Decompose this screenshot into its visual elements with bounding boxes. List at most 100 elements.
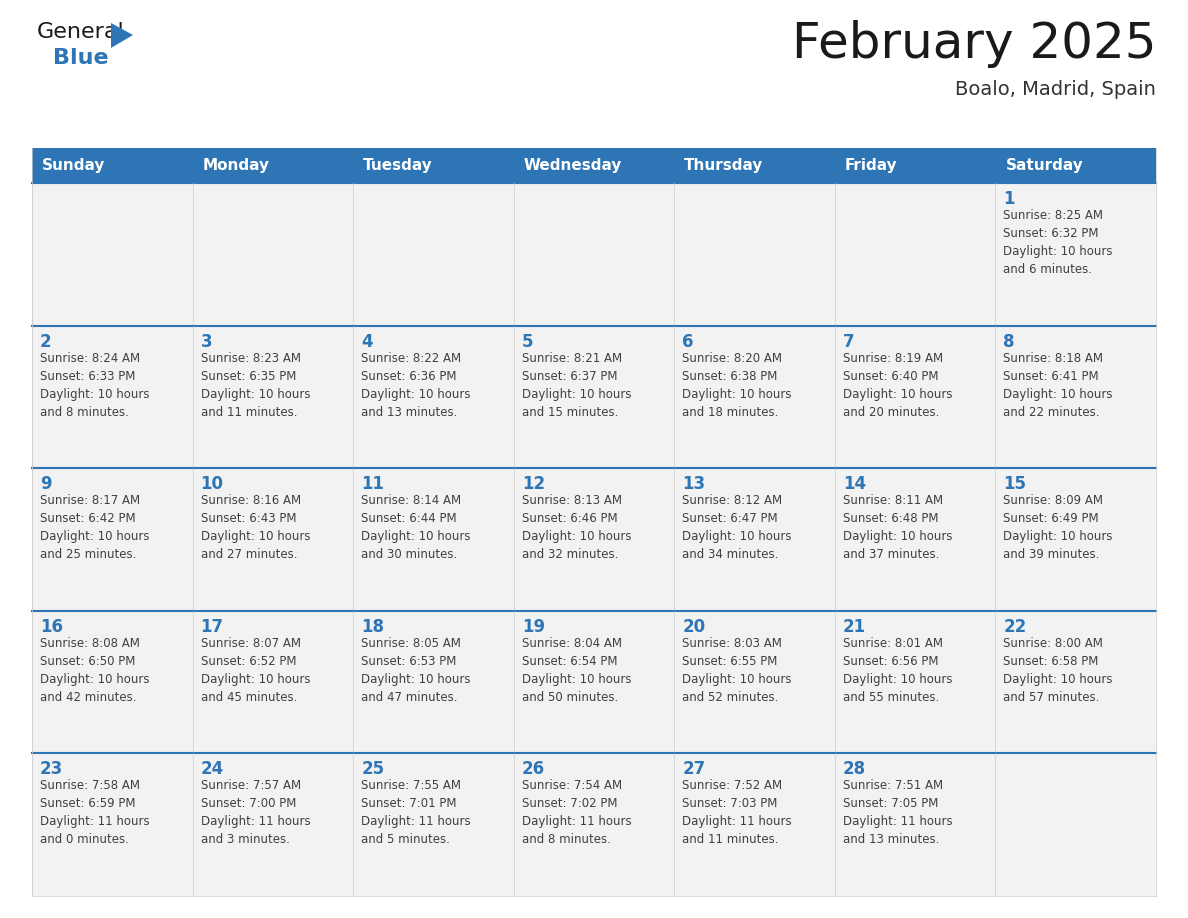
Bar <box>513 148 675 183</box>
Text: General: General <box>37 22 125 42</box>
Bar <box>353 326 513 468</box>
Text: Sunrise: 7:51 AM
Sunset: 7:05 PM
Daylight: 11 hours
and 13 minutes.: Sunrise: 7:51 AM Sunset: 7:05 PM Dayligh… <box>842 779 953 846</box>
Text: Monday: Monday <box>203 158 270 173</box>
Text: 16: 16 <box>40 618 63 636</box>
Bar <box>513 610 675 754</box>
Text: 10: 10 <box>201 476 223 493</box>
Bar <box>675 148 835 183</box>
Bar <box>835 183 996 326</box>
Bar <box>996 468 1156 610</box>
Bar <box>192 610 353 754</box>
Bar <box>32 610 192 754</box>
Text: 5: 5 <box>522 332 533 351</box>
Text: 1: 1 <box>1004 190 1015 208</box>
Bar <box>513 326 675 468</box>
Bar <box>996 183 1156 326</box>
Bar <box>32 468 192 610</box>
Bar <box>675 326 835 468</box>
Text: Sunrise: 8:13 AM
Sunset: 6:46 PM
Daylight: 10 hours
and 32 minutes.: Sunrise: 8:13 AM Sunset: 6:46 PM Dayligh… <box>522 494 631 561</box>
Text: Sunrise: 8:17 AM
Sunset: 6:42 PM
Daylight: 10 hours
and 25 minutes.: Sunrise: 8:17 AM Sunset: 6:42 PM Dayligh… <box>40 494 150 561</box>
Text: Sunday: Sunday <box>42 158 106 173</box>
Text: Sunrise: 8:25 AM
Sunset: 6:32 PM
Daylight: 10 hours
and 6 minutes.: Sunrise: 8:25 AM Sunset: 6:32 PM Dayligh… <box>1004 209 1113 276</box>
Text: Wednesday: Wednesday <box>524 158 623 173</box>
Text: 6: 6 <box>682 332 694 351</box>
Text: 4: 4 <box>361 332 373 351</box>
Bar <box>353 468 513 610</box>
Bar <box>353 148 513 183</box>
Text: 2: 2 <box>40 332 51 351</box>
Bar <box>32 183 192 326</box>
Text: Sunrise: 7:58 AM
Sunset: 6:59 PM
Daylight: 11 hours
and 0 minutes.: Sunrise: 7:58 AM Sunset: 6:59 PM Dayligh… <box>40 779 150 846</box>
Text: Sunrise: 8:05 AM
Sunset: 6:53 PM
Daylight: 10 hours
and 47 minutes.: Sunrise: 8:05 AM Sunset: 6:53 PM Dayligh… <box>361 637 470 704</box>
Bar <box>192 148 353 183</box>
Bar <box>513 754 675 896</box>
Text: 3: 3 <box>201 332 213 351</box>
Text: Sunrise: 8:07 AM
Sunset: 6:52 PM
Daylight: 10 hours
and 45 minutes.: Sunrise: 8:07 AM Sunset: 6:52 PM Dayligh… <box>201 637 310 704</box>
Text: 26: 26 <box>522 760 545 778</box>
Text: Boalo, Madrid, Spain: Boalo, Madrid, Spain <box>955 80 1156 99</box>
Text: 19: 19 <box>522 618 545 636</box>
Text: Friday: Friday <box>845 158 897 173</box>
Text: Saturday: Saturday <box>1005 158 1083 173</box>
Text: Sunrise: 8:21 AM
Sunset: 6:37 PM
Daylight: 10 hours
and 15 minutes.: Sunrise: 8:21 AM Sunset: 6:37 PM Dayligh… <box>522 352 631 419</box>
Bar <box>675 183 835 326</box>
Bar <box>192 183 353 326</box>
Bar <box>353 183 513 326</box>
Bar <box>32 326 192 468</box>
Text: 14: 14 <box>842 476 866 493</box>
Text: Sunrise: 8:23 AM
Sunset: 6:35 PM
Daylight: 10 hours
and 11 minutes.: Sunrise: 8:23 AM Sunset: 6:35 PM Dayligh… <box>201 352 310 419</box>
Text: 18: 18 <box>361 618 384 636</box>
Text: Sunrise: 8:08 AM
Sunset: 6:50 PM
Daylight: 10 hours
and 42 minutes.: Sunrise: 8:08 AM Sunset: 6:50 PM Dayligh… <box>40 637 150 704</box>
Text: Tuesday: Tuesday <box>364 158 432 173</box>
Text: 17: 17 <box>201 618 223 636</box>
Text: 23: 23 <box>40 760 63 778</box>
Text: Sunrise: 8:12 AM
Sunset: 6:47 PM
Daylight: 10 hours
and 34 minutes.: Sunrise: 8:12 AM Sunset: 6:47 PM Dayligh… <box>682 494 791 561</box>
Text: 7: 7 <box>842 332 854 351</box>
Text: 9: 9 <box>40 476 51 493</box>
Text: Sunrise: 8:16 AM
Sunset: 6:43 PM
Daylight: 10 hours
and 27 minutes.: Sunrise: 8:16 AM Sunset: 6:43 PM Dayligh… <box>201 494 310 561</box>
Bar <box>835 148 996 183</box>
Bar <box>675 610 835 754</box>
Text: 25: 25 <box>361 760 384 778</box>
Bar <box>996 754 1156 896</box>
Text: Sunrise: 8:09 AM
Sunset: 6:49 PM
Daylight: 10 hours
and 39 minutes.: Sunrise: 8:09 AM Sunset: 6:49 PM Dayligh… <box>1004 494 1113 561</box>
Text: Sunrise: 8:04 AM
Sunset: 6:54 PM
Daylight: 10 hours
and 50 minutes.: Sunrise: 8:04 AM Sunset: 6:54 PM Dayligh… <box>522 637 631 704</box>
Text: Thursday: Thursday <box>684 158 764 173</box>
Text: 20: 20 <box>682 618 706 636</box>
Bar <box>513 183 675 326</box>
Text: Sunrise: 7:52 AM
Sunset: 7:03 PM
Daylight: 11 hours
and 11 minutes.: Sunrise: 7:52 AM Sunset: 7:03 PM Dayligh… <box>682 779 792 846</box>
Text: Sunrise: 7:57 AM
Sunset: 7:00 PM
Daylight: 11 hours
and 3 minutes.: Sunrise: 7:57 AM Sunset: 7:00 PM Dayligh… <box>201 779 310 846</box>
Bar <box>996 148 1156 183</box>
Text: 24: 24 <box>201 760 223 778</box>
Bar <box>835 326 996 468</box>
Text: 22: 22 <box>1004 618 1026 636</box>
Bar <box>835 754 996 896</box>
Bar <box>32 148 192 183</box>
Bar <box>835 610 996 754</box>
Bar <box>192 754 353 896</box>
Text: Sunrise: 7:54 AM
Sunset: 7:02 PM
Daylight: 11 hours
and 8 minutes.: Sunrise: 7:54 AM Sunset: 7:02 PM Dayligh… <box>522 779 631 846</box>
Text: Sunrise: 8:14 AM
Sunset: 6:44 PM
Daylight: 10 hours
and 30 minutes.: Sunrise: 8:14 AM Sunset: 6:44 PM Dayligh… <box>361 494 470 561</box>
Text: 11: 11 <box>361 476 384 493</box>
Text: Sunrise: 8:19 AM
Sunset: 6:40 PM
Daylight: 10 hours
and 20 minutes.: Sunrise: 8:19 AM Sunset: 6:40 PM Dayligh… <box>842 352 953 419</box>
Text: Blue: Blue <box>53 48 108 68</box>
Text: 13: 13 <box>682 476 706 493</box>
Text: Sunrise: 8:03 AM
Sunset: 6:55 PM
Daylight: 10 hours
and 52 minutes.: Sunrise: 8:03 AM Sunset: 6:55 PM Dayligh… <box>682 637 791 704</box>
Text: February 2025: February 2025 <box>791 20 1156 68</box>
Bar <box>996 610 1156 754</box>
Text: Sunrise: 8:11 AM
Sunset: 6:48 PM
Daylight: 10 hours
and 37 minutes.: Sunrise: 8:11 AM Sunset: 6:48 PM Dayligh… <box>842 494 953 561</box>
Text: 12: 12 <box>522 476 545 493</box>
Polygon shape <box>110 23 133 48</box>
Bar <box>353 754 513 896</box>
Bar <box>192 468 353 610</box>
Text: Sunrise: 8:22 AM
Sunset: 6:36 PM
Daylight: 10 hours
and 13 minutes.: Sunrise: 8:22 AM Sunset: 6:36 PM Dayligh… <box>361 352 470 419</box>
Bar <box>835 468 996 610</box>
Text: 15: 15 <box>1004 476 1026 493</box>
Text: Sunrise: 8:01 AM
Sunset: 6:56 PM
Daylight: 10 hours
and 55 minutes.: Sunrise: 8:01 AM Sunset: 6:56 PM Dayligh… <box>842 637 953 704</box>
Text: 8: 8 <box>1004 332 1015 351</box>
Bar <box>32 754 192 896</box>
Text: 21: 21 <box>842 618 866 636</box>
Bar <box>353 610 513 754</box>
Text: 28: 28 <box>842 760 866 778</box>
Bar <box>996 326 1156 468</box>
